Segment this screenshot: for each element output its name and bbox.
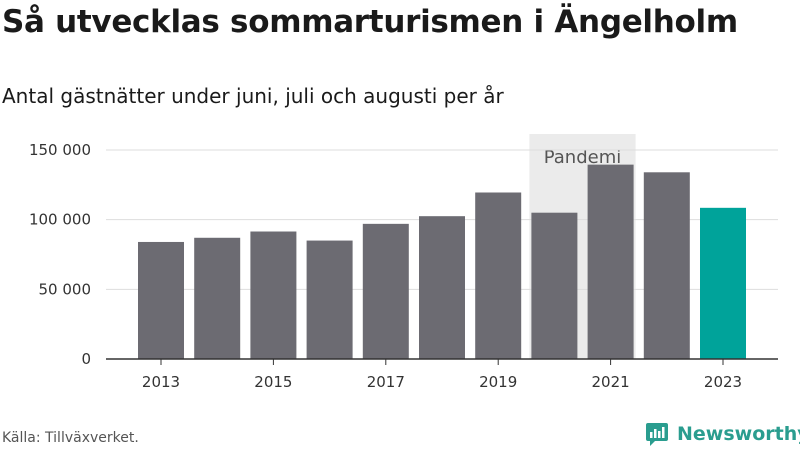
brand-name: Newsworthy	[677, 423, 800, 445]
y-tick-label: 100 000	[29, 211, 91, 229]
source-note: Källa: Tillväxverket.	[2, 430, 139, 446]
y-tick-label: 50 000	[39, 280, 92, 298]
x-tick-label: 2019	[479, 373, 517, 391]
chart-subtitle: Antal gästnätter under juni, juli och au…	[2, 84, 504, 108]
bar-2018	[419, 216, 465, 359]
x-tick-label: 2017	[367, 373, 405, 391]
x-tick-label: 2013	[142, 373, 180, 391]
bars	[138, 164, 746, 359]
bar-2017	[362, 223, 409, 359]
y-tick-label: 150 000	[29, 141, 91, 159]
bar-2022	[643, 172, 690, 359]
pandemic-label: Pandemi	[544, 147, 622, 168]
x-tick-label: 2021	[592, 373, 630, 391]
x-tick-label: 2023	[704, 373, 742, 391]
bar-2019	[475, 192, 522, 359]
bar-2021	[587, 164, 634, 359]
bar-2015	[250, 231, 297, 359]
x-tick-label: 2015	[254, 373, 292, 391]
axes: 2013 2015 2017 2019 2021 2023	[106, 358, 778, 391]
brand[interactable]: Newsworthy	[645, 420, 800, 448]
bar-2016	[306, 240, 353, 359]
chart-title: Så utvecklas sommarturismen i Ängelholm	[2, 4, 738, 40]
newsworthy-logo-icon	[646, 423, 668, 446]
bar-2020	[531, 212, 578, 359]
y-tick-label: 0	[81, 350, 91, 368]
bar-2014	[194, 237, 241, 359]
bar-2023	[700, 207, 746, 359]
bar-2013	[138, 241, 184, 359]
